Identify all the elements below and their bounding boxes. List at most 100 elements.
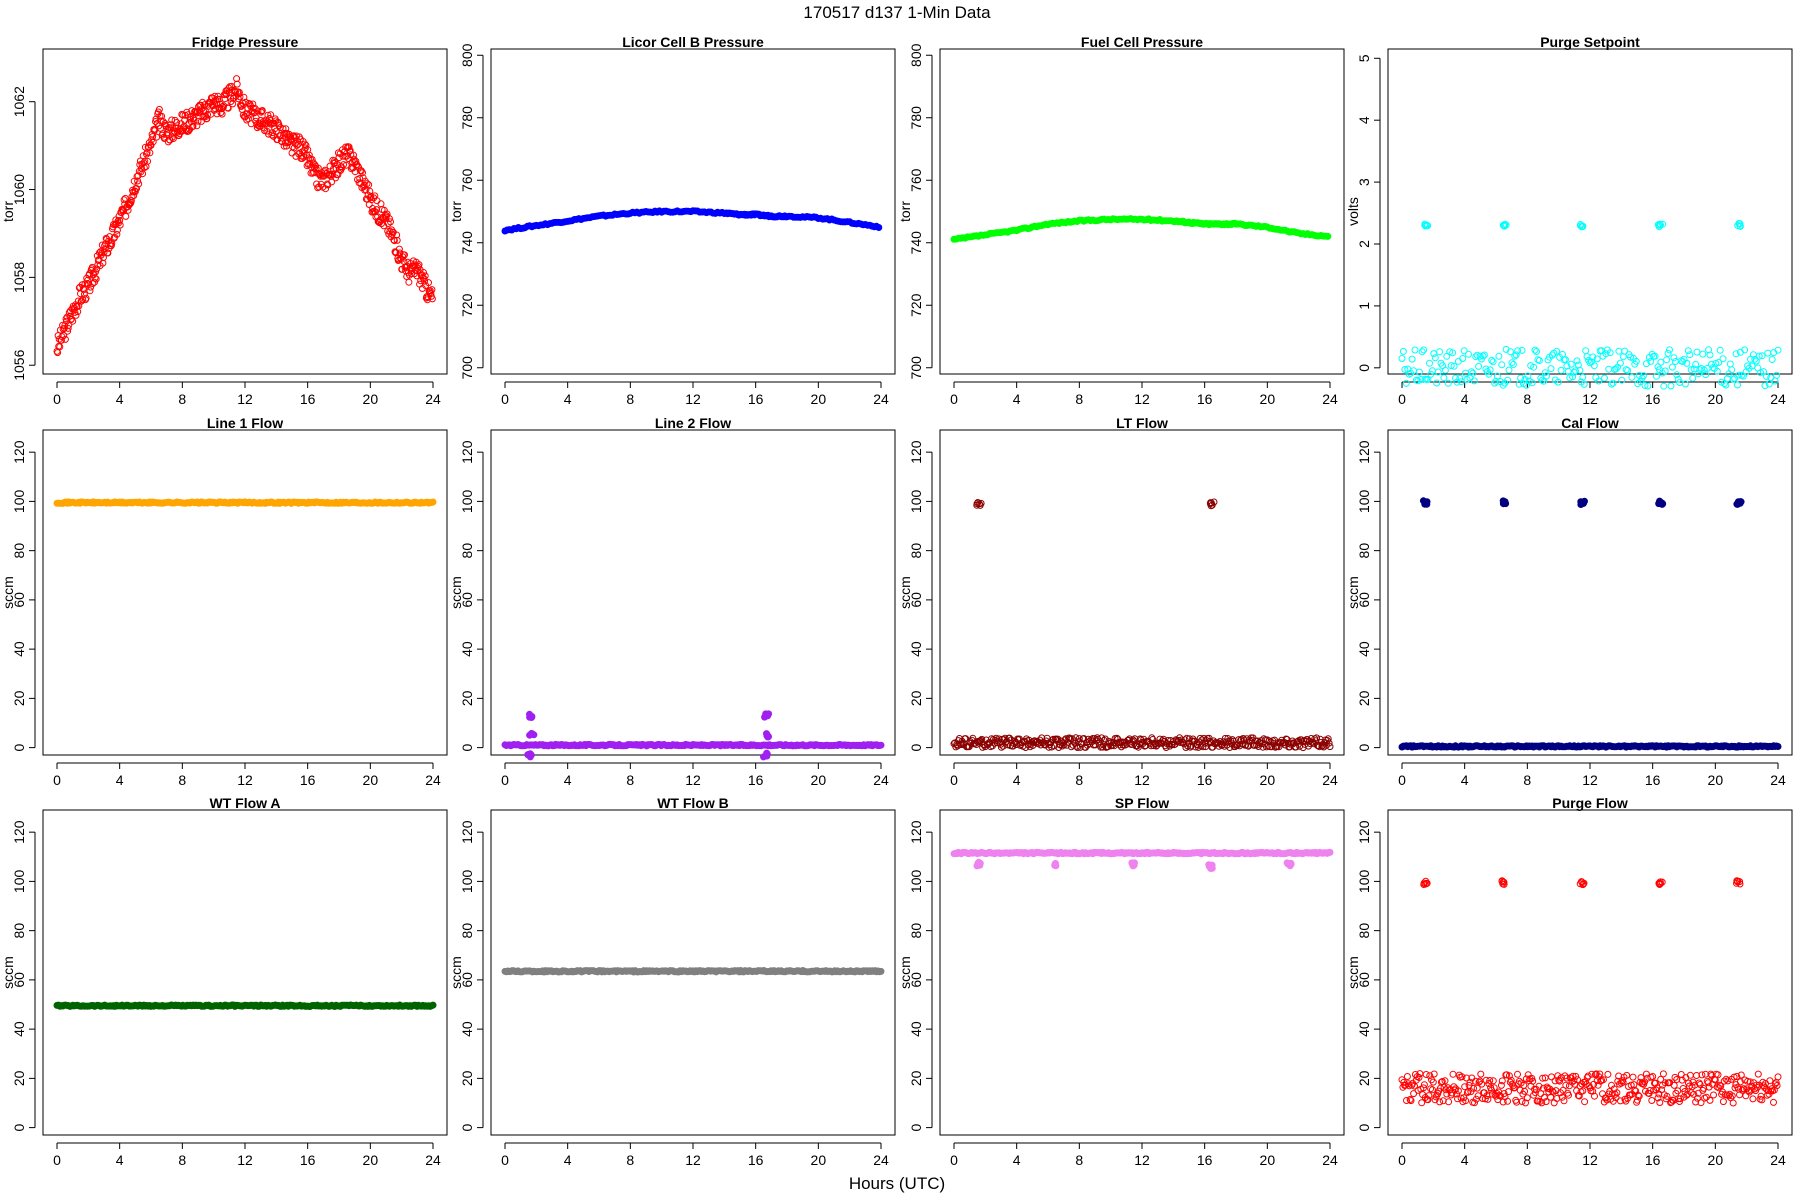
y-tick-label: 3 — [1356, 178, 1372, 186]
data-point — [230, 94, 238, 102]
y-tick-label: 60 — [11, 972, 27, 988]
data-point — [1548, 1087, 1556, 1095]
data-point — [530, 731, 538, 739]
chart-panel: LT Flow 0 4 8 12 16 20 24 0 20 40 60 80 100 120 sccm — [897, 415, 1345, 788]
x-tick-label: 4 — [116, 1152, 124, 1168]
data-point — [1685, 1082, 1693, 1090]
data-point — [1657, 358, 1665, 366]
data-point — [1398, 355, 1406, 362]
data-point — [328, 178, 336, 186]
data-point — [377, 200, 385, 208]
y-tick-label: 20 — [459, 690, 475, 706]
data-point — [1624, 367, 1632, 374]
data-point — [1326, 743, 1334, 751]
data-point — [1441, 366, 1449, 374]
plot-frame — [490, 809, 896, 1136]
y-tick-label: 100 — [1356, 870, 1372, 894]
y-tick-label: 20 — [908, 1070, 924, 1086]
panel-title: SP Flow — [1115, 795, 1169, 811]
data-point — [272, 127, 280, 135]
plot-frame — [1387, 809, 1793, 1136]
data-point — [1478, 1080, 1486, 1088]
data-point — [1500, 221, 1508, 229]
data-point — [1431, 1096, 1439, 1104]
data-point — [1693, 348, 1701, 356]
y-tick-label: 80 — [908, 543, 924, 559]
plot-frame — [42, 429, 448, 756]
data-point — [1498, 361, 1506, 369]
y-axis-label: sccm — [448, 956, 464, 989]
data-point — [363, 180, 371, 188]
y-tick-label: 100 — [11, 490, 27, 514]
data-point — [1424, 1096, 1432, 1104]
data-point — [1774, 743, 1782, 750]
x-tick-label: 20 — [1708, 391, 1724, 407]
data-point — [120, 196, 128, 204]
y-tick-label: 40 — [1356, 1021, 1372, 1037]
data-point — [1199, 743, 1207, 751]
y-axis-label: sccm — [897, 576, 913, 609]
chart-panel: Fuel Cell Pressure 0 4 8 12 16 20 24 700 720 740 76… — [897, 34, 1345, 407]
data-point — [1584, 1072, 1592, 1080]
y-axis-label: torr — [0, 201, 16, 222]
data-point — [1462, 1097, 1470, 1105]
data-point — [1647, 357, 1655, 365]
plot-frame — [42, 48, 448, 375]
data-point — [418, 271, 426, 279]
data-point — [1735, 371, 1743, 379]
panel-title: Cal Flow — [1561, 415, 1619, 431]
data-point — [122, 212, 130, 220]
x-tick-label: 24 — [425, 772, 441, 788]
y-tick-label: 60 — [459, 592, 475, 608]
data-point — [1472, 353, 1480, 361]
y-tick-label: 780 — [908, 106, 924, 130]
data-point — [1641, 382, 1649, 389]
data-point — [1458, 1073, 1466, 1081]
data-point — [410, 262, 418, 270]
data-point — [100, 248, 108, 256]
data-point — [1692, 1098, 1700, 1106]
x-tick-label: 24 — [1770, 391, 1786, 407]
data-point — [1767, 374, 1775, 382]
x-tick-label: 8 — [1075, 391, 1083, 407]
data-point — [1044, 739, 1052, 747]
data-point — [1697, 1099, 1705, 1107]
data-point — [1129, 736, 1137, 744]
x-tick-label: 8 — [1523, 1152, 1531, 1168]
data-point — [1618, 376, 1626, 384]
x-tick-label: 4 — [564, 772, 572, 788]
data-point — [1623, 1071, 1631, 1079]
data-point — [1667, 382, 1675, 390]
data-point — [1486, 1077, 1494, 1084]
x-tick-label: 8 — [1523, 772, 1531, 788]
data-point — [1773, 371, 1781, 379]
x-tick-label: 4 — [1461, 772, 1469, 788]
data-point — [1420, 346, 1428, 354]
data-point — [1548, 351, 1556, 359]
y-tick-label: 80 — [11, 543, 27, 559]
chart-panel: WT Flow A 0 4 8 12 16 20 24 0 20 40 60 80 100 120 sccm — [0, 795, 448, 1168]
x-tick-label: 8 — [178, 391, 186, 407]
data-point — [1207, 499, 1215, 507]
data-point — [1736, 878, 1744, 886]
data-point — [1426, 1072, 1434, 1080]
data-point — [1671, 358, 1679, 365]
data-point — [1659, 220, 1667, 228]
y-axis-label: sccm — [1345, 576, 1361, 609]
data-point — [429, 1001, 437, 1009]
data-point — [1722, 1075, 1730, 1083]
data-point — [1447, 362, 1455, 370]
data-point — [1325, 739, 1333, 747]
data-point — [1588, 1070, 1596, 1078]
x-tick-label: 20 — [363, 391, 379, 407]
plot-frame — [490, 429, 896, 756]
data-point — [1736, 220, 1744, 228]
data-point — [1627, 1081, 1635, 1089]
y-tick-label: 1 — [1356, 302, 1372, 310]
x-tick-label: 16 — [748, 1152, 764, 1168]
data-point — [1642, 1070, 1650, 1078]
x-tick-label: 16 — [300, 772, 316, 788]
data-point — [1692, 361, 1700, 368]
data-point — [1560, 1097, 1568, 1105]
data-point — [953, 741, 961, 748]
